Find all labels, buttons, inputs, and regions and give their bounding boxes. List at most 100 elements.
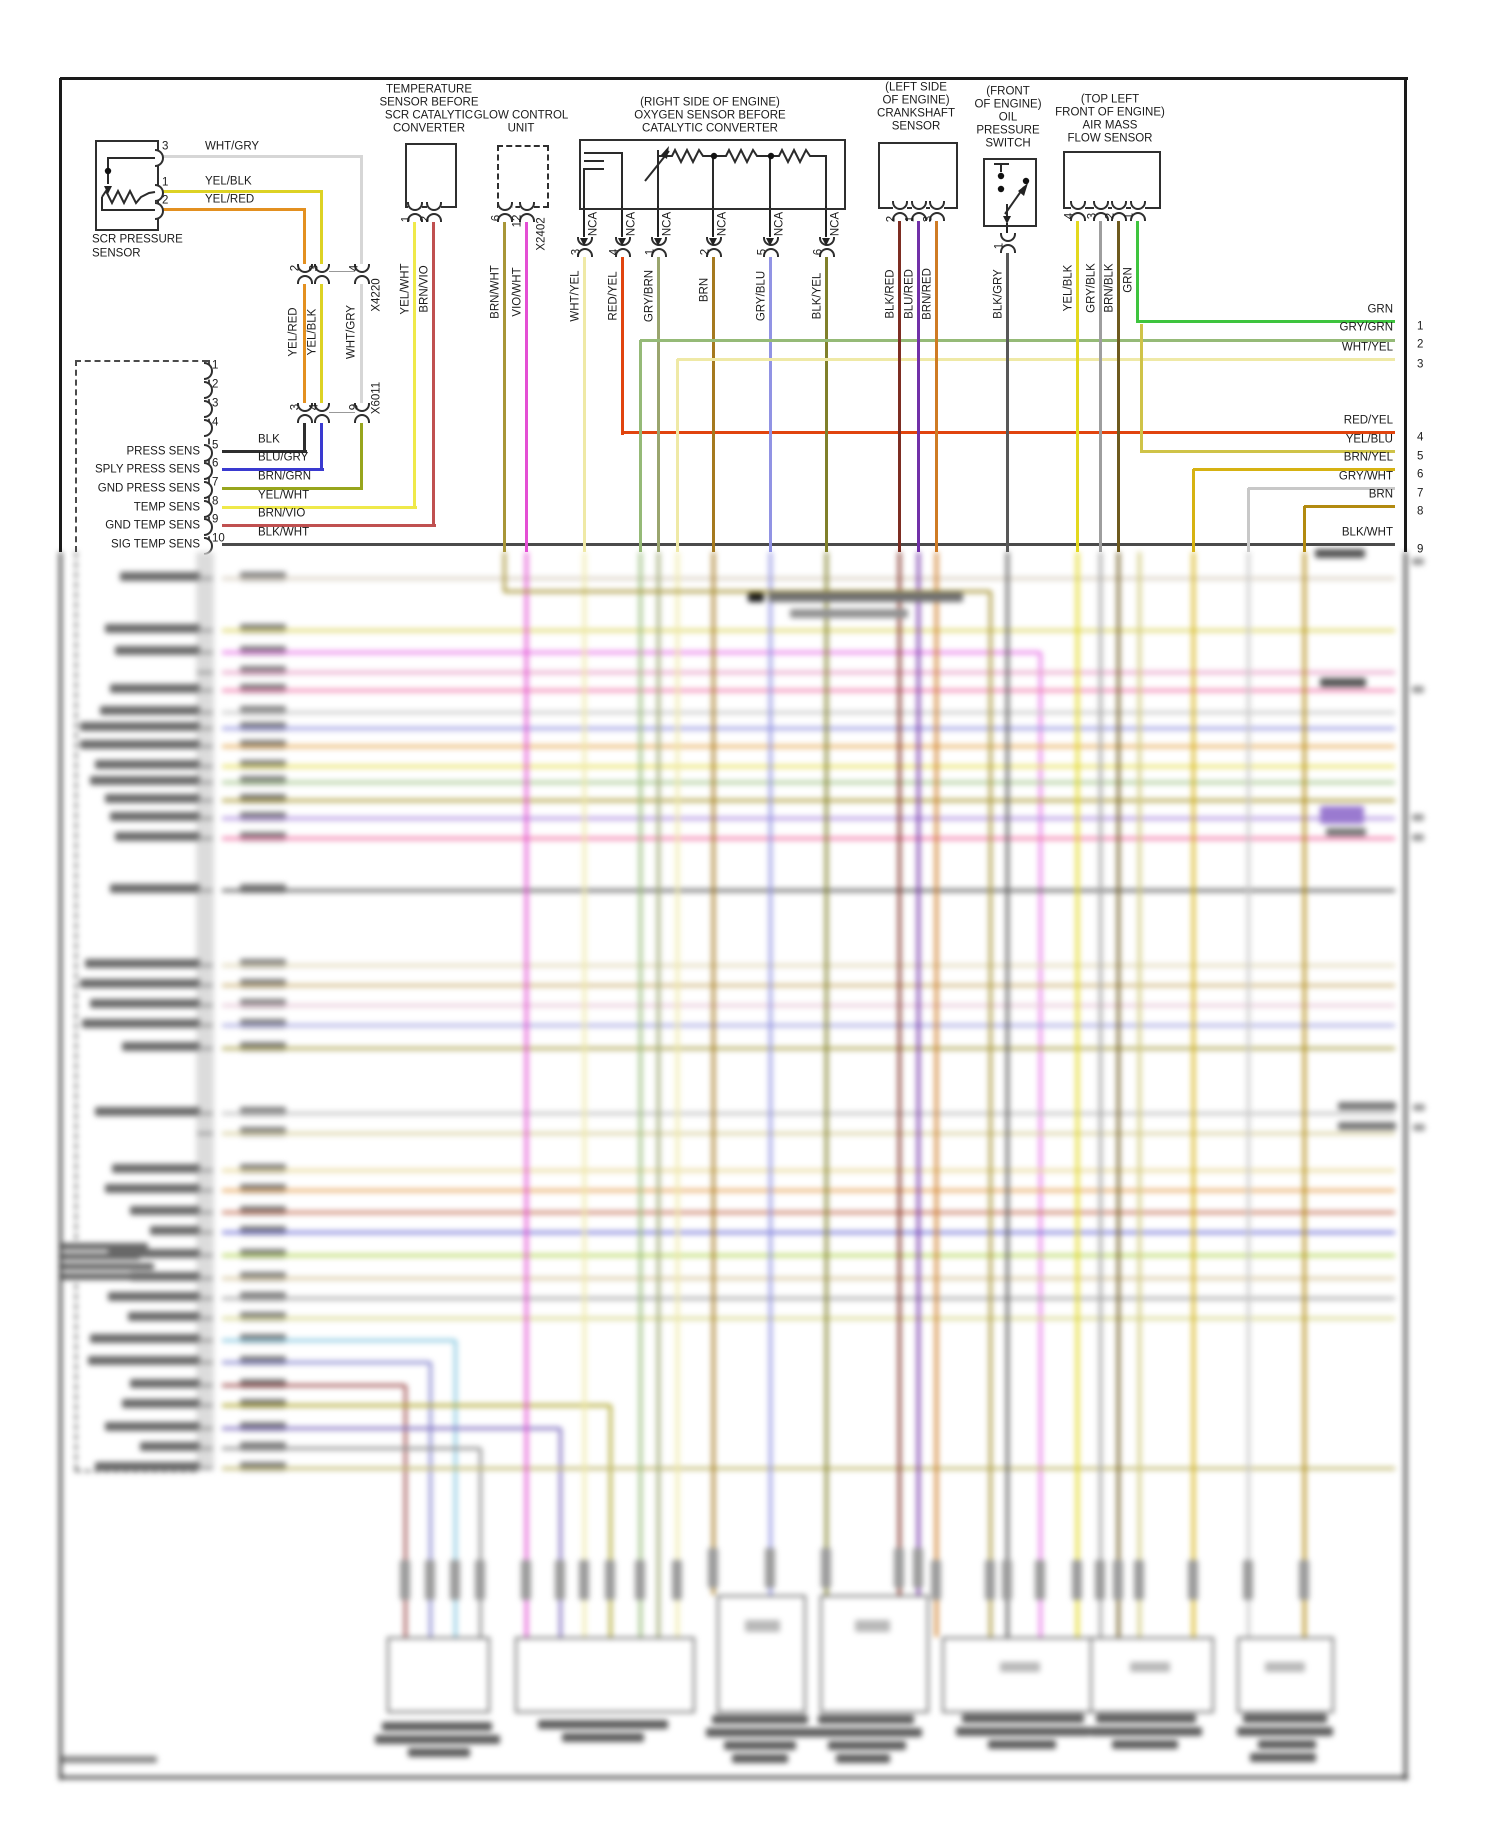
wire-blurred (222, 1466, 1395, 1470)
row-label-smudge (95, 760, 200, 769)
label: SPLY PRESS SENS (94, 463, 200, 476)
wire-segment (768, 254, 772, 552)
label: 1 (162, 176, 169, 189)
wire-segment (897, 216, 901, 552)
label: (TOP LEFT (1080, 93, 1140, 106)
wire-blurred (222, 1360, 430, 1364)
row-label-smudge (128, 1312, 200, 1321)
row-label-smudge (112, 1164, 200, 1173)
connector-stub-blurred (1002, 1560, 1012, 1600)
pin-tick (197, 1024, 213, 1027)
label: YEL/WHT (258, 489, 310, 502)
connector-arc-icon (1070, 212, 1086, 221)
wire-blurred (222, 1210, 1395, 1214)
connector-arc-icon (1130, 201, 1146, 210)
wire-blurred (222, 888, 1395, 892)
pin-tick (197, 1169, 213, 1172)
pin-tick (197, 1231, 213, 1234)
connector-stub-blurred (605, 1560, 615, 1600)
connector-arc-icon (314, 403, 330, 412)
text-smudge (790, 609, 908, 618)
pin-tick (197, 745, 213, 748)
label: 7 (212, 476, 219, 489)
wire-blurred (222, 780, 1395, 784)
row-label-smudge (85, 959, 200, 968)
text-smudge (1412, 814, 1424, 821)
pin-tick (197, 1211, 213, 1214)
label: YEL/RED (205, 193, 255, 206)
row-label-smudge (110, 884, 200, 893)
text-smudge (1130, 1662, 1170, 1672)
wire-blurred (478, 1448, 482, 1637)
connector-arc-icon (314, 414, 330, 423)
connector-arc-icon (497, 202, 513, 211)
pin-tick (197, 765, 213, 768)
wire-blurred (222, 628, 1395, 632)
oxygen-sensor-box (579, 139, 846, 210)
wire-blurred (222, 963, 1395, 967)
wire-blurred (897, 552, 901, 1595)
connector-stub-blurred (985, 1560, 995, 1600)
connector-stub-blurred (913, 1548, 923, 1588)
wire-blurred (222, 1403, 610, 1407)
wire-blurred (222, 1131, 1395, 1135)
wire-segment (583, 206, 585, 238)
connector-stub-blurred (521, 1560, 531, 1600)
row-label-smudge (115, 832, 200, 841)
wire-blurred (222, 1003, 1395, 1007)
symbol-path (107, 157, 155, 184)
ecu-dashed-edge-blurred (75, 552, 77, 1470)
junction-dot-icon (997, 185, 1005, 193)
pin-tick (197, 781, 213, 784)
label: GND PRESS SENS (97, 482, 200, 495)
wire-blurred (403, 1385, 407, 1637)
pin-tick (197, 1277, 213, 1280)
text-smudge (62, 1263, 154, 1270)
label: OF ENGINE) (974, 98, 1042, 111)
wire-segment (1075, 216, 1079, 552)
wire-blurred (768, 552, 772, 1595)
pin-tick (197, 1132, 213, 1135)
text-smudge (1413, 1104, 1425, 1111)
label: GLOW CONTROL (473, 109, 569, 122)
label: GND TEMP SENS (105, 519, 200, 532)
connector-arc-icon (1111, 201, 1127, 210)
junction-dot-icon (104, 167, 112, 175)
wire-segment (222, 449, 307, 453)
text-smudge (1338, 1122, 1396, 1130)
connector-stub-blurred (579, 1560, 589, 1600)
connector-stub-blurred (555, 1560, 565, 1600)
wire-blurred (222, 650, 1040, 654)
label: FRONT OF ENGINE) (1055, 106, 1165, 119)
wire-segment (1193, 467, 1395, 471)
pin-tick (197, 817, 213, 820)
connector-arc-icon (1130, 212, 1146, 221)
label: 5 (212, 439, 219, 452)
wire-blurred (988, 591, 992, 1637)
wire-blurred (222, 1023, 1395, 1027)
wire-segment (621, 206, 623, 238)
wire-blurred (222, 688, 1395, 692)
text-smudge (1338, 1102, 1396, 1110)
label: YEL/BLK (205, 175, 252, 188)
pin-tick (197, 1361, 213, 1364)
wire-blurred (711, 552, 715, 1595)
arrowhead-icon (661, 146, 669, 159)
row-label-smudge (95, 1107, 200, 1116)
component-box-blurred (820, 1595, 929, 1713)
pin-tick (197, 727, 213, 730)
label: OF ENGINE) (882, 94, 950, 107)
connector-arc-icon (929, 201, 945, 210)
connector-stub-blurred (931, 1560, 941, 1600)
text-smudge (745, 1620, 780, 1632)
label: 2 (1417, 338, 1424, 351)
connector-arc-icon (354, 275, 370, 284)
label: RED/YEL (1343, 414, 1393, 427)
wire-blurred (222, 816, 1395, 820)
label: BRN (1368, 488, 1393, 501)
component-box-blurred (515, 1637, 695, 1713)
text-smudge (1096, 1714, 1196, 1723)
symbol-path (658, 147, 827, 206)
label: CATALYTIC CONVERTER (642, 122, 778, 135)
